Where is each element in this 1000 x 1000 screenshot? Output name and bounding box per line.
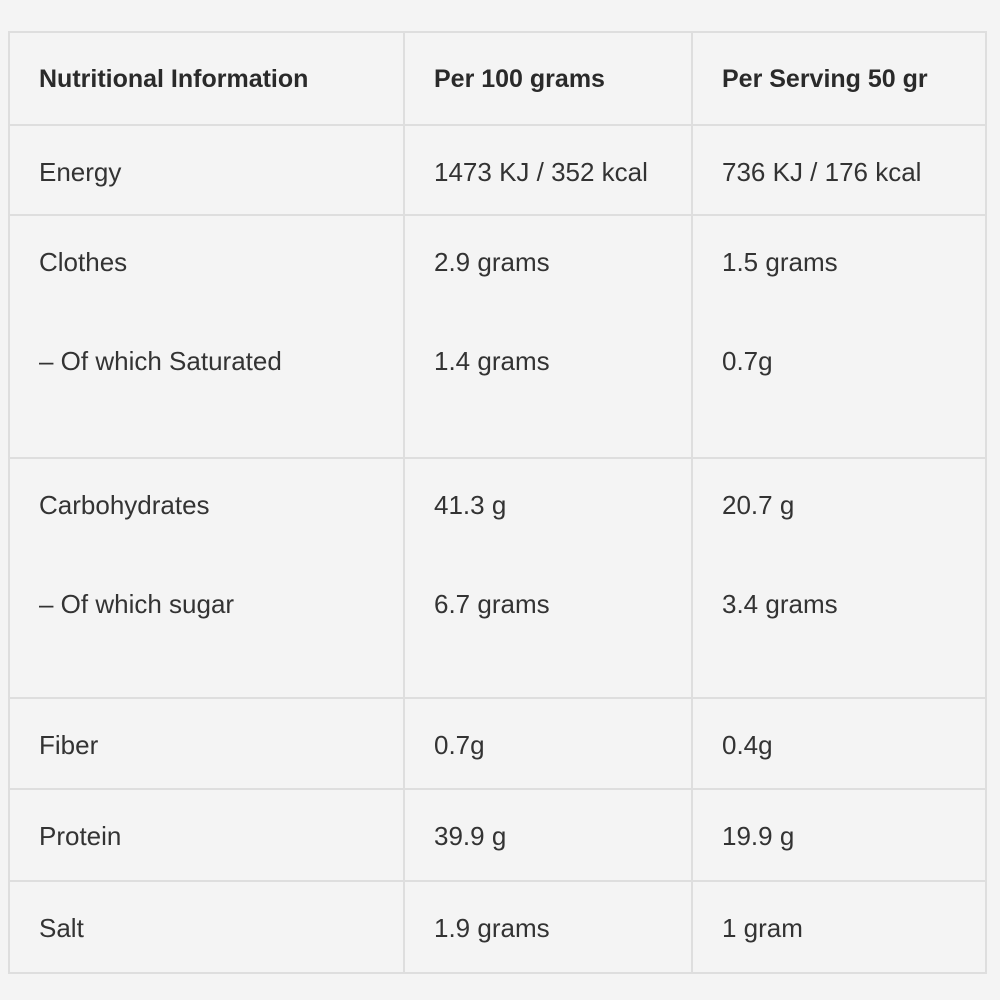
per100-value: 0.7g bbox=[403, 697, 693, 790]
per100-value: 2.9 grams bbox=[434, 247, 550, 277]
sub-per100-value: 6.7 grams bbox=[434, 589, 550, 619]
header-nutritional-information: Nutritional Information bbox=[8, 31, 405, 126]
table-row-fiber: Fiber 0.7g 0.4g bbox=[8, 697, 987, 790]
row-label: Fiber bbox=[8, 697, 405, 790]
table-row-energy: Energy 1473 KJ / 352 kcal 736 KJ / 176 k… bbox=[8, 124, 987, 216]
sub-row-label: – Of which sugar bbox=[39, 589, 235, 619]
serving-value: 1 gram bbox=[691, 880, 987, 974]
row-label: Protein bbox=[8, 788, 405, 882]
row-label-cell: Clothes – Of which Saturated bbox=[8, 214, 405, 459]
row-label: Energy bbox=[8, 124, 405, 216]
serving-value: 19.9 g bbox=[691, 788, 987, 882]
table-row-protein: Protein 39.9 g 19.9 g bbox=[8, 788, 987, 882]
per100-value: 1473 KJ / 352 kcal bbox=[403, 124, 693, 216]
per100-cell: 2.9 grams 1.4 grams bbox=[403, 214, 693, 459]
serving-value: 736 KJ / 176 kcal bbox=[691, 124, 987, 216]
serving-value: 0.4g bbox=[691, 697, 987, 790]
row-label: Carbohydrates bbox=[39, 490, 210, 520]
row-label-cell: Carbohydrates – Of which sugar bbox=[8, 457, 405, 699]
per100-value: 39.9 g bbox=[403, 788, 693, 882]
sub-serving-value: 3.4 grams bbox=[722, 589, 838, 619]
per100-cell: 41.3 g 6.7 grams bbox=[403, 457, 693, 699]
serving-value: 20.7 g bbox=[722, 490, 795, 520]
per100-value: 1.9 grams bbox=[403, 880, 693, 974]
serving-cell: 1.5 grams 0.7g bbox=[691, 214, 987, 459]
row-label: Clothes bbox=[39, 247, 128, 277]
table-row-clothes: Clothes – Of which Saturated 2.9 grams 1.4… bbox=[8, 214, 987, 459]
nutrition-table: Nutritional Information Per 100 grams Pe… bbox=[8, 31, 987, 974]
table-row-carbohydrates: Carbohydrates – Of which sugar 41.3 g 6.7 … bbox=[8, 457, 987, 699]
per100-value: 41.3 g bbox=[434, 490, 507, 520]
sub-serving-value: 0.7g bbox=[722, 346, 773, 376]
header-per-100-grams: Per 100 grams bbox=[403, 31, 693, 126]
row-label: Salt bbox=[8, 880, 405, 974]
serving-value: 1.5 grams bbox=[722, 247, 838, 277]
table-row-salt: Salt 1.9 grams 1 gram bbox=[8, 880, 987, 974]
header-per-serving: Per Serving 50 gr bbox=[691, 31, 987, 126]
serving-cell: 20.7 g 3.4 grams bbox=[691, 457, 987, 699]
sub-per100-value: 1.4 grams bbox=[434, 346, 550, 376]
header-row: Nutritional Information Per 100 grams Pe… bbox=[8, 31, 987, 126]
sub-row-label: – Of which Saturated bbox=[39, 346, 282, 376]
